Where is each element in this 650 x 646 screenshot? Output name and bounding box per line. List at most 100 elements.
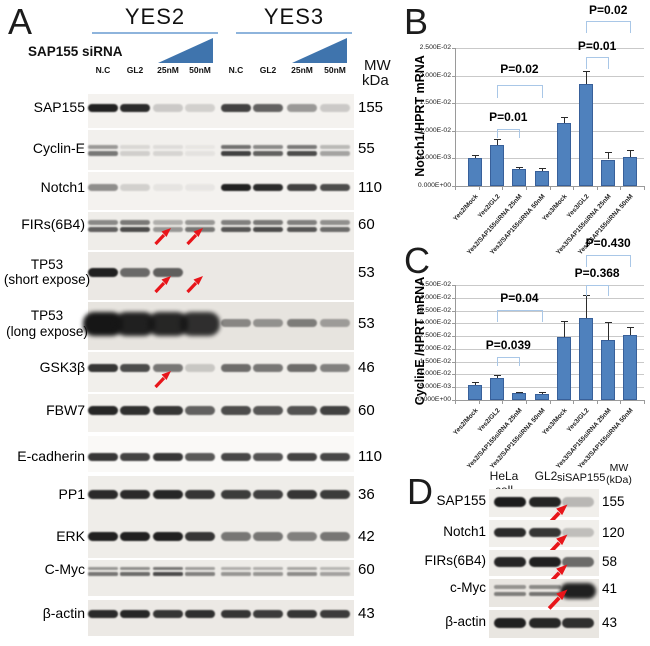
blot-band: [120, 226, 150, 232]
d-mw-header-line1: MW: [609, 462, 629, 474]
blot-band: [253, 145, 283, 150]
bar: [534, 393, 549, 400]
significance-bracket: [497, 129, 499, 138]
y-tick-label: 2.500E-02: [419, 332, 451, 340]
error-bar-cap: [538, 168, 546, 170]
gridline: [455, 310, 644, 312]
y-tick-label: 5.000E-03: [419, 383, 451, 391]
blot-row-label: C-Myc: [44, 561, 85, 577]
yes2-underline: [92, 32, 218, 34]
blot-band: [287, 610, 317, 618]
blot-band: [320, 145, 350, 150]
blot-band: [529, 528, 561, 537]
blot-band: [529, 585, 561, 589]
y-tick-mark: [452, 348, 455, 350]
y-tick-label: 2.500E-02: [419, 44, 451, 51]
blot-band: [221, 145, 251, 150]
blot-band: [120, 151, 150, 156]
blot-band: [88, 490, 118, 499]
blot-band: [560, 583, 596, 599]
blot-band: [253, 610, 283, 618]
mw-value: 60: [358, 215, 375, 233]
blot-band: [287, 319, 317, 327]
gridline: [455, 158, 644, 160]
blot-row-label: E-cadherin: [17, 448, 85, 464]
blot-row-label: c-Myc: [450, 579, 486, 595]
p-value-label: P=0.02: [500, 62, 539, 76]
gridline: [455, 336, 644, 338]
blot-band: [185, 567, 215, 571]
x-tick-mark: [644, 400, 645, 404]
blot-band: [120, 532, 150, 541]
mw-value: 42: [358, 527, 375, 545]
panel-b-label: B: [404, 1, 429, 42]
blot-band: [494, 497, 526, 507]
x-tick-mark: [525, 186, 527, 190]
error-bar-cap: [605, 322, 613, 324]
error-bar-cap: [627, 327, 635, 329]
blot-band: [153, 453, 183, 461]
blot-strip: [88, 560, 354, 596]
blot-band: [185, 220, 215, 225]
blot-row-label: ERK: [56, 527, 85, 544]
mw-value: 43: [358, 605, 375, 622]
blot-band: [88, 226, 118, 232]
y-tick-label: 0.000E+00: [417, 396, 451, 403]
blot-band: [320, 226, 350, 232]
blot-band: [153, 364, 183, 372]
x-tick-mark: [502, 186, 504, 190]
blot-band: [185, 610, 215, 618]
red-arrow-icon: [154, 228, 171, 246]
error-bar: [541, 391, 543, 394]
y-tick-label: 1.000E-02: [419, 370, 451, 378]
blot-band: [185, 406, 215, 415]
gridline: [455, 374, 644, 376]
blot-band: [153, 406, 183, 415]
error-bar: [630, 327, 632, 335]
error-bar-cap: [538, 391, 546, 393]
blot-row-label-line: TP53: [30, 308, 64, 323]
significance-bracket: [586, 285, 587, 296]
blot-band: [88, 364, 118, 372]
gridline: [455, 285, 644, 286]
error-bar-cap: [605, 151, 613, 153]
error-bar-cap: [472, 154, 479, 156]
gridline: [455, 103, 644, 105]
blot-band: [120, 184, 150, 191]
blot-band: [88, 268, 118, 277]
y-tick-label: 4.000E-02: [419, 293, 451, 301]
blot-band: [120, 364, 150, 372]
blot-band: [562, 557, 594, 567]
y-tick-label: 3.500E-02: [419, 306, 451, 314]
red-arrow-icon: [154, 276, 171, 294]
blot-band: [120, 572, 150, 576]
error-bar: [586, 71, 587, 84]
significance-bracket: [497, 129, 520, 130]
blot-band: [153, 532, 183, 541]
error-bar: [475, 154, 476, 159]
y-tick-label: 5.000E-03: [419, 154, 451, 162]
y-tick-label: 3.000E-02: [419, 319, 451, 327]
gridline: [455, 130, 644, 132]
blot-band: [88, 151, 118, 156]
x-tick-mark: [478, 186, 480, 190]
blot-band: [320, 406, 350, 415]
blot-band: [120, 453, 150, 461]
significance-bracket: [586, 57, 587, 69]
blot-band: [88, 532, 118, 541]
significance-bracket: [497, 357, 520, 358]
p-value-label: P=0.01: [489, 110, 528, 124]
blot-row-label: Notch1: [40, 178, 85, 195]
blot-band: [253, 364, 283, 372]
blot-band: [320, 364, 350, 372]
error-bar-cap: [516, 392, 524, 394]
red-arrow-icon: [186, 228, 203, 246]
significance-bracket: [586, 285, 609, 286]
blot-band: [185, 151, 215, 156]
blot-band: [221, 184, 251, 191]
blot-band: [320, 532, 350, 541]
lane-label: GL2: [259, 65, 277, 75]
error-bar-cap: [472, 382, 479, 384]
red-arrow-icon: [154, 371, 171, 389]
error-bar-cap: [516, 166, 524, 168]
